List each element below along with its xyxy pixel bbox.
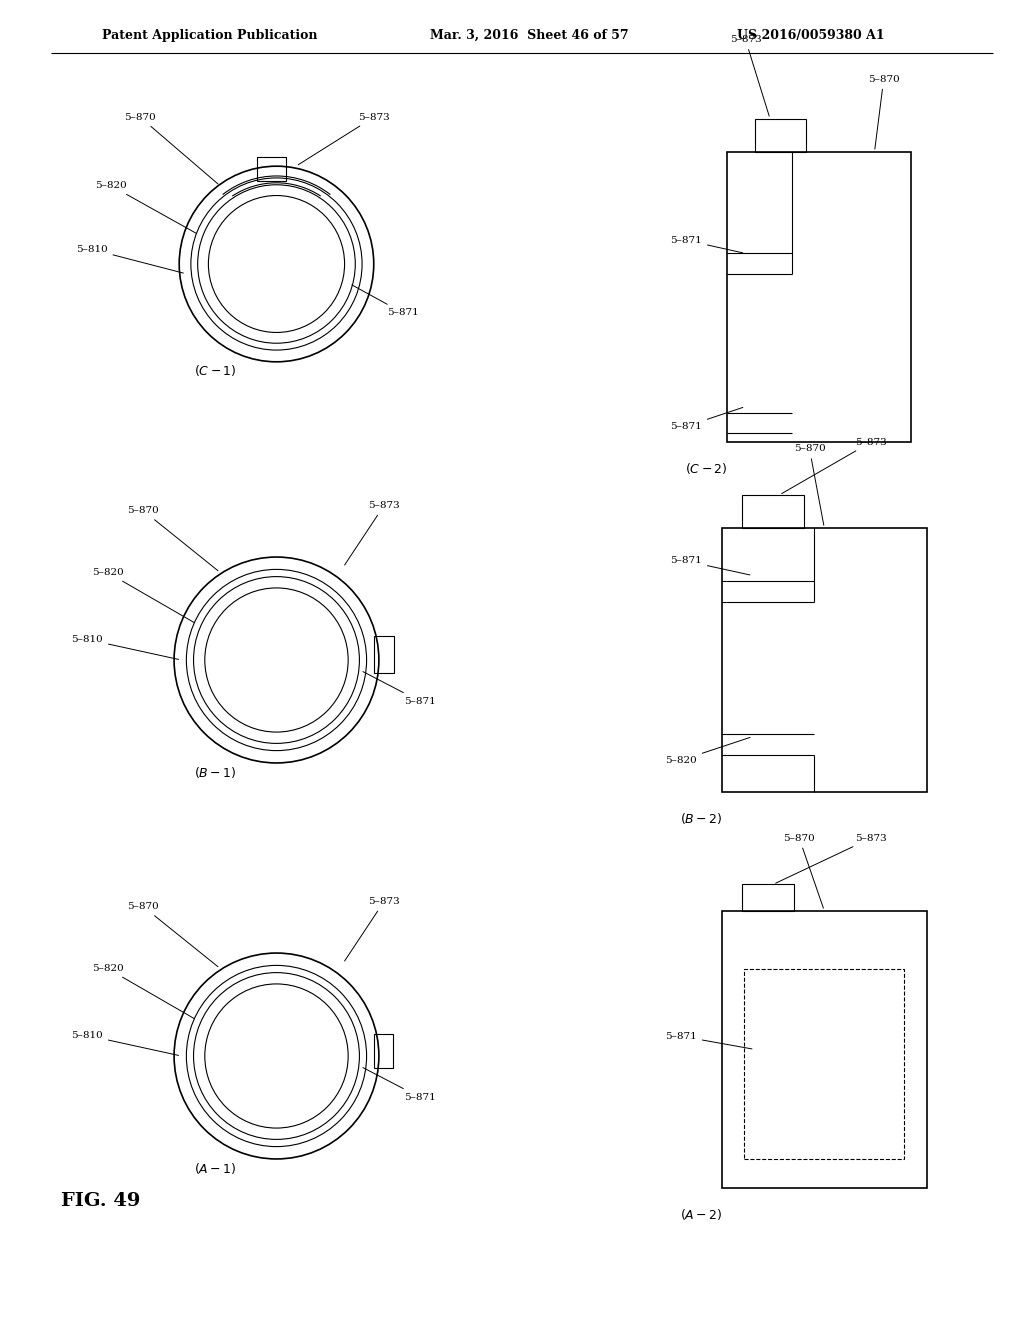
Text: 5–820: 5–820: [91, 568, 195, 623]
Text: 5–810: 5–810: [71, 635, 178, 660]
Bar: [742, 495, 804, 528]
Text: 5–820: 5–820: [665, 738, 750, 764]
Text: $(B-2)$: $(B-2)$: [680, 810, 723, 826]
Text: 5–820: 5–820: [91, 964, 195, 1019]
Bar: [742, 884, 794, 911]
Text: 5–871: 5–871: [362, 672, 436, 706]
Text: 5–871: 5–871: [665, 1032, 752, 1049]
Text: 5–870: 5–870: [867, 75, 900, 149]
Bar: [755, 119, 806, 152]
Text: 5–810: 5–810: [76, 244, 183, 273]
Text: 5–873: 5–873: [775, 834, 887, 883]
Text: $(A-2)$: $(A-2)$: [680, 1206, 723, 1222]
Text: 5–820: 5–820: [95, 181, 197, 234]
Bar: [722, 911, 927, 1188]
Text: $(C-1)$: $(C-1)$: [194, 363, 237, 378]
Bar: [727, 152, 911, 442]
Text: 5–871: 5–871: [670, 236, 742, 253]
Text: FIG. 49: FIG. 49: [61, 1192, 141, 1210]
Bar: [375, 1034, 393, 1068]
Text: 5–871: 5–871: [670, 408, 742, 430]
Bar: [257, 157, 286, 181]
Text: 5–873: 5–873: [344, 502, 400, 565]
Text: 5–870: 5–870: [127, 902, 218, 966]
Bar: [374, 636, 394, 673]
Bar: [722, 528, 927, 792]
Text: Patent Application Publication: Patent Application Publication: [102, 29, 317, 42]
Text: 5–871: 5–871: [352, 285, 419, 317]
Text: 5–870: 5–870: [124, 112, 218, 183]
Text: 5–870: 5–870: [794, 445, 825, 525]
Text: 5–873: 5–873: [781, 438, 887, 494]
Text: $(A-1)$: $(A-1)$: [194, 1160, 237, 1176]
Text: 5–871: 5–871: [362, 1068, 436, 1102]
Text: 5–871: 5–871: [670, 557, 750, 576]
Text: 5–870: 5–870: [127, 506, 218, 570]
Text: $(C-2)$: $(C-2)$: [685, 461, 728, 477]
Text: 5–873: 5–873: [729, 36, 769, 116]
Text: 5–873: 5–873: [344, 898, 400, 961]
Text: 5–810: 5–810: [71, 1031, 178, 1056]
Text: 5–873: 5–873: [298, 112, 390, 165]
Text: 5–870: 5–870: [783, 834, 823, 908]
Text: Mar. 3, 2016  Sheet 46 of 57: Mar. 3, 2016 Sheet 46 of 57: [430, 29, 629, 42]
Text: $(B-1)$: $(B-1)$: [194, 764, 237, 780]
Bar: [744, 969, 904, 1159]
Text: US 2016/0059380 A1: US 2016/0059380 A1: [737, 29, 885, 42]
